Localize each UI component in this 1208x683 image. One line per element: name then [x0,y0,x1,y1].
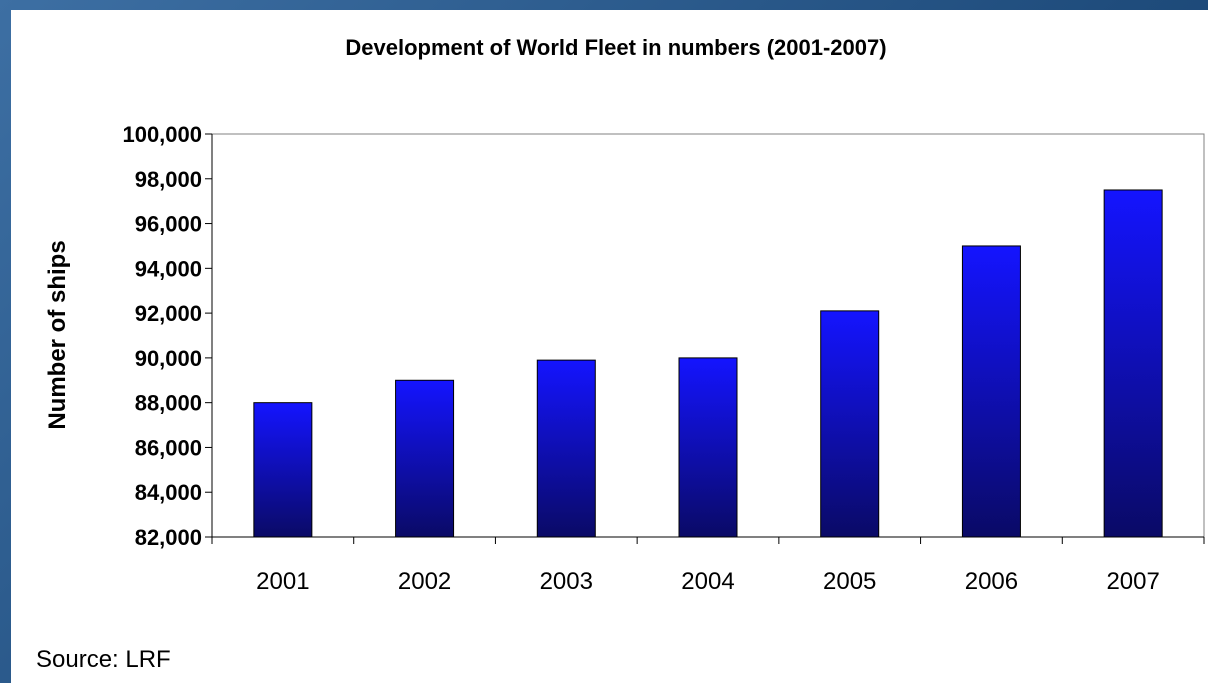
y-tick-label: 90,000 [135,346,202,371]
bar-2003 [536,359,596,538]
bar-2007 [1103,189,1163,538]
axes-group: 82,000 84,000 86,000 88,000 90,000 92,000 94,0… [122,122,1205,595]
y-tick-label: 88,000 [135,391,202,416]
y-tick-label: 100,000 [122,122,202,147]
x-tick-label: 2004 [681,568,734,595]
x-tick-label: 2003 [540,568,593,595]
y-tick-label: 82,000 [135,525,202,550]
bar-2001 [253,402,313,538]
bars-group [253,189,1163,538]
x-tick-label: 2002 [398,568,451,595]
y-tick-label: 84,000 [135,480,202,505]
x-tick-label: 2005 [823,568,876,595]
x-tick-label: 2001 [256,568,309,595]
x-tick-label: 2007 [1106,568,1159,595]
y-tick-label: 92,000 [135,301,202,326]
bar-2002 [395,379,455,538]
y-tick-label: 86,000 [135,435,202,460]
chart-title: Development of World Fleet in numbers (2… [345,35,886,60]
y-tick-label: 94,000 [135,256,202,281]
bar-2006 [961,245,1021,538]
y-axis-label: Number of ships [44,240,71,429]
source-note: Source: LRF [36,646,171,673]
y-tick-label: 96,000 [135,212,202,237]
bar-2005 [820,310,880,538]
bar-2004 [678,357,738,538]
x-tick-label: 2006 [965,568,1018,595]
y-tick-label: 98,000 [135,167,202,192]
